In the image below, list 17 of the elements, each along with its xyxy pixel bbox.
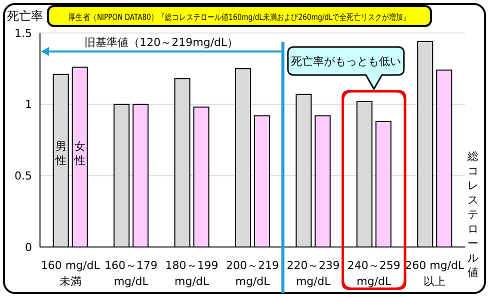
y-tick-label: 1.5 [14,26,32,40]
y-tick-label: 1 [25,98,32,112]
x-tick-label: 220～239 mg/dL [286,259,340,288]
chart-title: 厚生省（NIPPON DATA80）『総コレステロール値160mg/dL未満および260mg/dLで全死亡リスクが増加』 [68,12,410,22]
text: 総コレステロール値 [468,150,478,279]
annotation: 死亡率がもっとも低い [290,55,401,68]
x-tick-label: 160 mg/dL 未満 [40,259,101,288]
series-label: 男性 [54,140,66,167]
y-axis-title: 死亡率 [7,8,43,25]
x-tick-label: 240～259 mg/dL [347,259,400,288]
x-tick-label: 160～179 mg/dL [104,259,158,288]
annotation: 旧基準値（120～219mg/dL） [84,36,238,49]
x-tick-label: 200～219 mg/dL [226,259,279,288]
y-tick-label: 0.5 [14,170,32,183]
x-tick-label: 180～199 mg/dL [165,259,218,288]
series-label: 女性 [73,140,86,167]
y-tick-label: 0 [25,240,32,254]
